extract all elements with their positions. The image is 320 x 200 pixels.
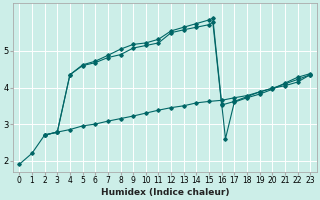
- X-axis label: Humidex (Indice chaleur): Humidex (Indice chaleur): [100, 188, 229, 197]
